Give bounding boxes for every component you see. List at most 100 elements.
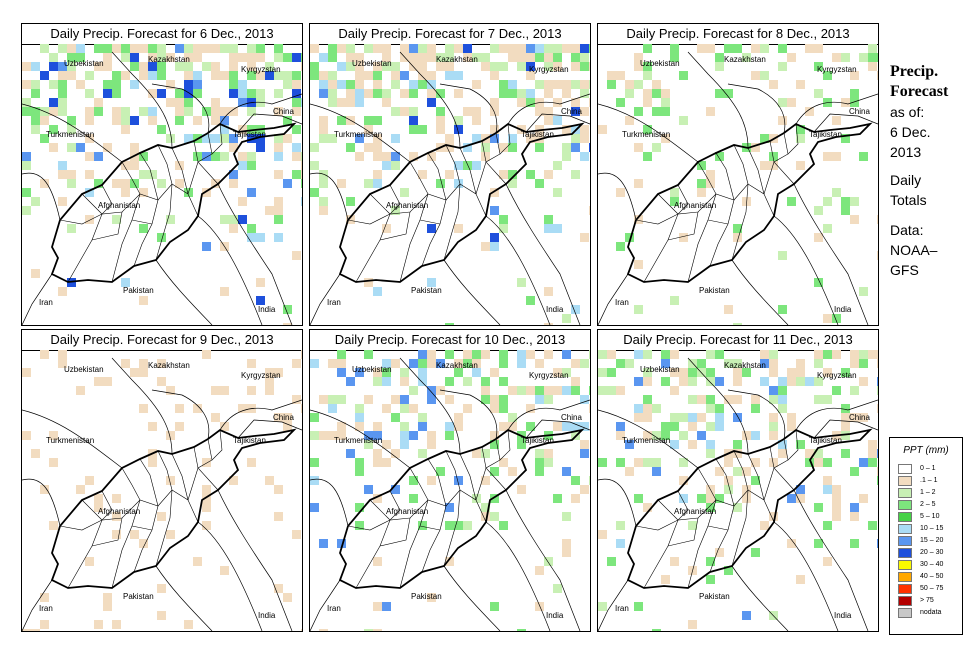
precip-cell	[94, 44, 103, 53]
precip-cell	[481, 152, 490, 161]
precip-cell	[391, 449, 400, 458]
precip-cell	[517, 629, 526, 631]
precip-cell	[778, 404, 787, 413]
province-boundary	[131, 219, 153, 225]
legend-swatch	[898, 536, 912, 546]
precip-cell	[859, 359, 868, 368]
precip-cell	[112, 530, 121, 539]
precip-cell	[850, 215, 859, 224]
country-border	[310, 103, 411, 163]
precip-cell	[805, 44, 814, 53]
precip-cell	[373, 179, 382, 188]
precip-cell	[229, 44, 238, 53]
province-boundary	[155, 450, 173, 567]
province-boundary	[133, 458, 159, 573]
label-kazakhstan: Kazakhstan	[724, 55, 766, 64]
legend-label: > 75	[920, 597, 934, 604]
precip-cell	[418, 368, 427, 377]
precip-cell	[751, 395, 760, 404]
precip-cell	[508, 134, 517, 143]
precip-cell	[103, 62, 112, 71]
precip-cell	[553, 53, 562, 62]
precip-cell	[76, 386, 85, 395]
precip-cell	[499, 62, 508, 71]
precip-cell	[76, 143, 85, 152]
precip-cell	[355, 404, 364, 413]
province-boundary	[747, 147, 765, 195]
precip-cell	[670, 44, 679, 53]
precip-cell	[760, 359, 769, 368]
precip-cell	[364, 44, 373, 53]
precip-cell	[157, 584, 166, 593]
label-india: India	[834, 305, 852, 314]
precip-cell	[535, 143, 544, 152]
precip-cell	[679, 413, 688, 422]
legend-title: PPT (mm)	[903, 445, 949, 456]
data-source-line1: NOAA–	[890, 242, 938, 258]
precip-cell	[706, 44, 715, 53]
precip-cell	[580, 89, 589, 98]
precip-cell	[427, 80, 436, 89]
precip-cell	[22, 161, 31, 170]
precip-cell	[454, 359, 463, 368]
precip-cell	[814, 206, 823, 215]
precip-cell	[499, 395, 508, 404]
label-india: India	[258, 305, 276, 314]
precip-cell	[643, 44, 652, 53]
province-boundary	[747, 453, 765, 501]
precip-cell	[724, 359, 733, 368]
precip-cell	[787, 368, 796, 377]
province-boundary	[485, 132, 507, 185]
precip-cell	[562, 314, 571, 323]
precip-cell	[49, 521, 58, 530]
precip-cell	[202, 188, 211, 197]
precip-cell	[526, 422, 535, 431]
precip-cell	[598, 602, 607, 611]
precip-cell	[400, 188, 409, 197]
precip-cell	[697, 359, 706, 368]
label-india: India	[546, 305, 564, 314]
precip-cell	[364, 629, 373, 631]
country-border	[22, 409, 123, 469]
precip-cell	[481, 377, 490, 386]
precip-cell	[112, 179, 121, 188]
province-boundary	[787, 429, 799, 461]
precip-cell	[814, 503, 823, 512]
precip-cell	[202, 62, 211, 71]
precip-cell	[40, 485, 49, 494]
precip-cell	[319, 89, 328, 98]
precip-cell	[193, 89, 202, 98]
precip-cell	[229, 215, 238, 224]
precip-cell	[202, 503, 211, 512]
precip-cell	[589, 386, 590, 395]
precip-cell	[436, 116, 445, 125]
precip-cell	[256, 233, 265, 242]
precip-cell	[283, 71, 292, 80]
precip-cell	[490, 206, 499, 215]
precip-cell	[58, 350, 67, 359]
precip-cell	[778, 44, 787, 53]
precip-cell	[229, 170, 238, 179]
label-tajikistan: Tajikistan	[521, 130, 554, 139]
precip-cell	[544, 53, 553, 62]
precip-cell	[481, 449, 490, 458]
precip-cell	[58, 197, 67, 206]
precip-cell	[562, 80, 571, 89]
precip-cell	[373, 422, 382, 431]
legend-item: 20 – 30	[898, 548, 960, 559]
province-boundary	[687, 161, 717, 283]
precip-cell	[715, 62, 724, 71]
precip-cell	[445, 350, 454, 359]
label-pakistan: Pakistan	[699, 592, 730, 601]
country-border	[22, 172, 61, 221]
precip-cell	[643, 413, 652, 422]
province-boundary	[111, 161, 141, 283]
province-boundary	[67, 490, 113, 589]
precip-cell	[814, 278, 823, 287]
precip-cell	[346, 98, 355, 107]
precip-cell	[229, 134, 238, 143]
precip-cell	[202, 458, 211, 467]
precip-cell	[265, 386, 274, 395]
precip-cell	[814, 44, 823, 53]
country-border	[793, 183, 869, 325]
